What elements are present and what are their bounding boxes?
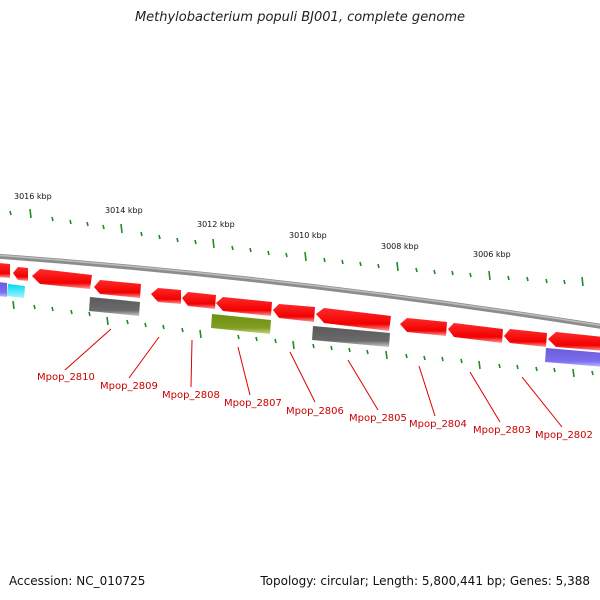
gene-label[interactable]: Mpop_2810 [37,372,95,383]
cds-feature[interactable] [151,288,181,304]
gene-label[interactable]: Mpop_2808 [162,390,220,401]
cds-features [0,263,600,351]
cds-feature[interactable] [94,280,141,298]
scale-label: 3006 kbp [473,250,511,259]
gene-label[interactable]: Mpop_2803 [473,425,531,436]
gene-label[interactable]: Mpop_2802 [535,430,593,441]
topology-label: Topology: circular; Length: 5,800,441 bp… [260,574,590,588]
label-leaders [64,328,563,428]
olive-feature[interactable] [211,314,271,334]
gene-label[interactable]: Mpop_2809 [100,381,158,392]
cds-feature[interactable] [316,308,391,331]
cds-feature[interactable] [216,297,272,316]
inner-scale-ticks [12,300,594,378]
gene-label[interactable]: Mpop_2807 [224,398,282,409]
cds-feature[interactable] [400,318,447,336]
gene-label[interactable]: Mpop_2804 [409,419,467,430]
genome-backbone [0,253,600,329]
scale-label: 3010 kbp [289,231,327,240]
purple-feature[interactable] [545,348,600,367]
cds-feature[interactable] [32,269,92,289]
gray-feature[interactable] [312,326,390,347]
cds-feature[interactable] [448,323,503,343]
gene-labels: Mpop_2810 Mpop_2809 Mpop_2808 Mpop_2807 … [37,372,593,441]
gene-label[interactable]: Mpop_2805 [349,413,407,424]
accession-label: Accession: NC_010725 [9,574,146,588]
scale-label: 3014 kbp [105,206,143,215]
cds-feature[interactable] [504,329,547,347]
cds-feature[interactable] [548,332,600,351]
other-features [0,282,600,367]
scale-labels: 3016 kbp 3014 kbp 3012 kbp 3010 kbp 3008… [14,192,511,259]
cyan-feature[interactable] [7,284,25,298]
scale-label: 3012 kbp [197,220,235,229]
outer-scale-ticks [9,208,584,287]
cds-feature[interactable] [273,304,315,322]
cds-feature[interactable] [182,292,216,309]
scale-label: 3008 kbp [381,242,419,251]
map-title: Methylobacterium populi BJ001, complete … [134,10,466,25]
gray-feature[interactable] [89,297,140,316]
scale-label: 3016 kbp [14,192,52,201]
gene-label[interactable]: Mpop_2806 [286,406,344,417]
purple-feature[interactable] [0,282,7,297]
cds-feature[interactable] [13,267,28,281]
cds-feature[interactable] [0,263,10,278]
